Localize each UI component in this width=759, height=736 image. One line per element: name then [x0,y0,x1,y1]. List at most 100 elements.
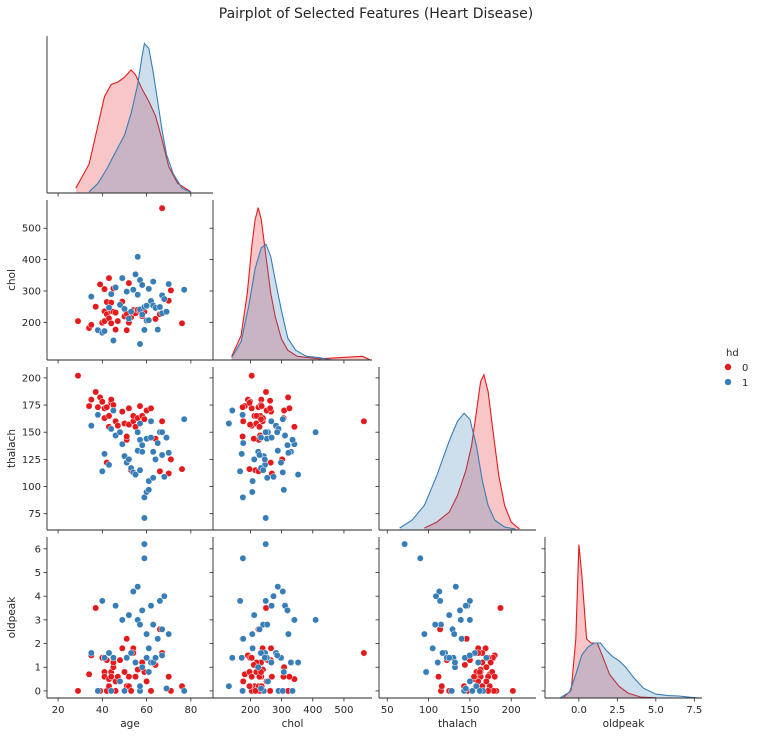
point-oldpeak-vs-age-hd0 [74,687,82,695]
point-oldpeak-vs-age-hd0 [123,635,131,643]
point-oldpeak-vs-thalach-hd1 [416,554,424,562]
point-thalach-vs-age-hd0 [178,465,186,473]
point-thalach-vs-age-hd1 [107,425,115,433]
point-thalach-vs-chol-hd0 [290,423,298,431]
point-thalach-vs-age-hd0 [125,404,133,412]
point-chol-vs-age-hd0 [125,279,133,287]
kde-fill-chol-hd1 [231,244,332,360]
point-oldpeak-vs-thalach-hd0 [476,668,484,676]
point-oldpeak-vs-chol-hd1 [294,659,302,666]
point-thalach-vs-age-hd1 [180,415,188,423]
kde-line-oldpeak-hd1 [560,642,699,699]
point-thalach-vs-age-hd1 [158,451,166,459]
point-chol-vs-age-hd1 [101,327,108,335]
kde-fill-age-hd0 [75,70,191,193]
point-thalach-vs-chol-hd1 [239,411,247,419]
point-oldpeak-vs-age-hd0 [132,673,139,681]
point-thalach-vs-age-hd1 [105,461,113,469]
x-tick-label: 7.5 [686,705,702,716]
point-thalach-vs-chol-hd1 [239,439,247,447]
point-thalach-vs-age-hd0 [85,402,93,410]
point-oldpeak-vs-thalach-hd1 [435,588,443,595]
point-thalach-vs-chol-hd0 [248,372,256,380]
y-tick-label: 300 [22,287,41,298]
point-oldpeak-vs-chol-hd1 [290,616,298,624]
point-oldpeak-vs-age-hd1 [94,687,102,695]
point-thalach-vs-chol-hd1 [273,428,281,436]
x-axis-label-thalach: thalach [438,718,477,730]
point-oldpeak-vs-age-hd0 [118,644,126,652]
point-chol-vs-age-hd1 [125,315,133,323]
point-chol-vs-age-hd1 [154,326,162,334]
point-oldpeak-vs-age-hd1 [140,540,148,548]
point-thalach-vs-age-hd1 [147,417,155,425]
point-oldpeak-vs-chol-hd1 [273,651,281,659]
point-thalach-vs-chol-hd1 [257,434,265,442]
point-thalach-vs-age-hd1 [136,420,144,427]
point-thalach-vs-chol-hd0 [239,417,247,425]
x-tick-label: 5.0 [648,705,664,716]
point-chol-vs-age-hd1 [123,288,131,296]
point-oldpeak-vs-chol-hd1 [254,663,262,671]
y-axis-label-thalach: thalach [6,429,18,468]
point-oldpeak-vs-chol-hd1 [262,540,270,548]
legend-label-0: 0 [742,363,748,374]
point-chol-vs-age-hd1 [138,311,146,318]
panel-chol-vs-age: 200 300 400 500 chol [6,200,213,364]
point-oldpeak-vs-chol-hd0 [266,687,274,695]
point-oldpeak-vs-age-hd1 [136,621,144,629]
y-tick-label: 125 [22,455,41,466]
point-thalach-vs-chol-hd0 [239,433,247,440]
point-chol-vs-age-hd1 [134,291,142,299]
point-chol-vs-age-hd0 [112,309,120,317]
point-oldpeak-vs-chol-hd1 [267,659,275,666]
point-thalach-vs-chol-hd1 [263,474,271,482]
point-oldpeak-vs-thalach-hd1 [422,668,430,676]
point-thalach-vs-age-hd0 [74,372,82,380]
y-tick-label: 150 [22,428,41,439]
point-thalach-vs-chol-hd1 [274,447,282,455]
point-chol-vs-age-hd1 [105,304,113,312]
point-thalach-vs-chol-hd1 [261,455,269,463]
y-tick-label: 175 [22,401,41,412]
point-oldpeak-vs-thalach-hd1 [466,597,474,605]
point-thalach-vs-age-hd1 [163,434,170,442]
point-chol-vs-age-hd1 [107,290,115,298]
point-oldpeak-vs-age-hd1 [143,654,151,662]
kde-line-age-hd0 [75,69,192,193]
point-thalach-vs-age-hd1 [138,448,146,456]
point-oldpeak-vs-chol-hd1 [225,682,233,690]
point-thalach-vs-chol-hd1 [250,455,258,463]
point-chol-vs-age-hd1 [163,308,170,316]
kde-line-age-hd1 [88,42,192,193]
point-chol-vs-age-hd1 [109,337,117,344]
point-thalach-vs-chol-hd1 [312,428,320,436]
legend-marker-0 [724,363,732,371]
x-tick-label: 50 [381,705,394,716]
point-oldpeak-vs-age-hd1 [163,685,170,692]
point-oldpeak-vs-chol-hd1 [236,597,244,605]
point-oldpeak-vs-age-hd1 [98,597,106,605]
point-chol-vs-age-hd0 [107,319,115,327]
point-oldpeak-vs-chol-hd1 [239,635,247,643]
point-thalach-vs-age-hd1 [132,471,139,479]
kde-line-thalach-hd1 [399,412,516,530]
point-oldpeak-vs-thalach-hd1 [476,687,484,695]
point-oldpeak-vs-thalach-hd1 [457,616,465,624]
x-tick-label: 150 [460,705,479,716]
point-oldpeak-vs-thalach-hd1 [458,635,466,643]
point-thalach-vs-age-hd1 [136,466,144,474]
kde-fill-thalach-hd0 [424,374,520,530]
point-thalach-vs-chol-hd0 [285,404,293,412]
point-oldpeak-vs-age-hd1 [140,554,148,562]
point-oldpeak-vs-chol-hd1 [270,592,277,600]
point-oldpeak-vs-thalach-hd1 [468,687,476,695]
point-thalach-vs-age-hd1 [125,455,133,463]
point-oldpeak-vs-age-hd1 [132,659,139,666]
point-oldpeak-vs-chol-hd1 [284,606,291,614]
y-tick-label: 5 [35,568,41,579]
point-thalach-vs-chol-hd1 [279,415,287,423]
panel-oldpeak-vs-age: 20 40 60 80 0 1 2 3 4 5 6 age oldpeak [6,537,213,730]
x-tick-label: 40 [96,705,109,716]
point-oldpeak-vs-age-hd1 [158,625,166,633]
